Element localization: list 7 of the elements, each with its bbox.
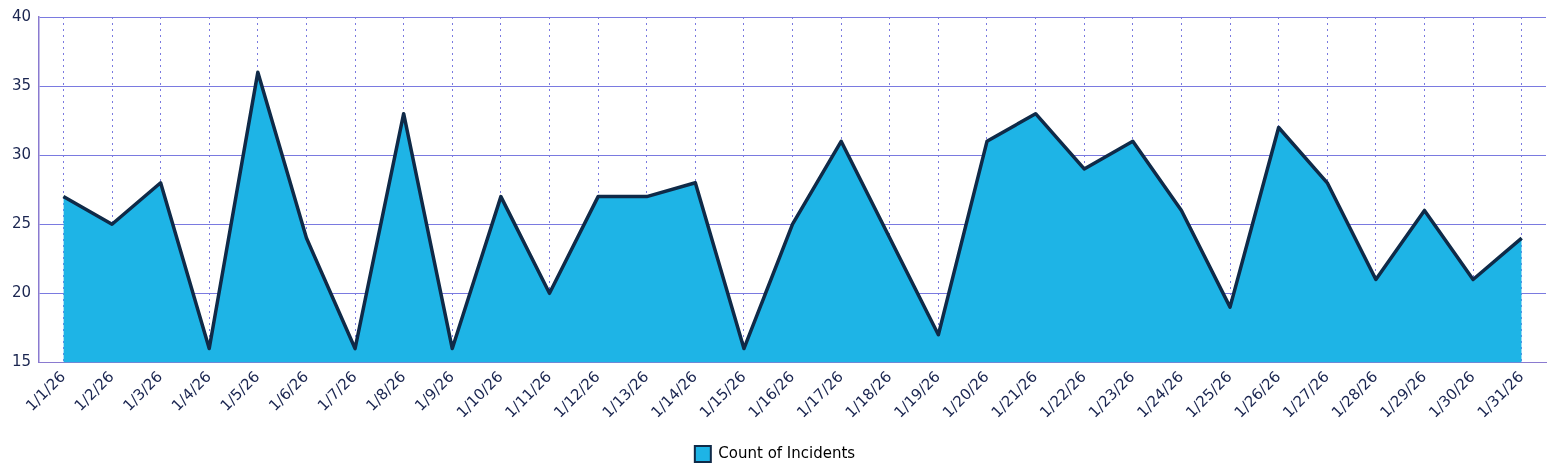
y-tick-label: 20 <box>11 283 32 302</box>
y-tick-label: 30 <box>11 145 32 164</box>
y-tick-label: 40 <box>11 6 32 25</box>
y-tick-label: 15 <box>11 352 32 371</box>
y-tick-label: 35 <box>11 75 32 94</box>
legend-label: Count of Incidents <box>718 443 856 462</box>
y-tick-label: 25 <box>11 214 32 233</box>
